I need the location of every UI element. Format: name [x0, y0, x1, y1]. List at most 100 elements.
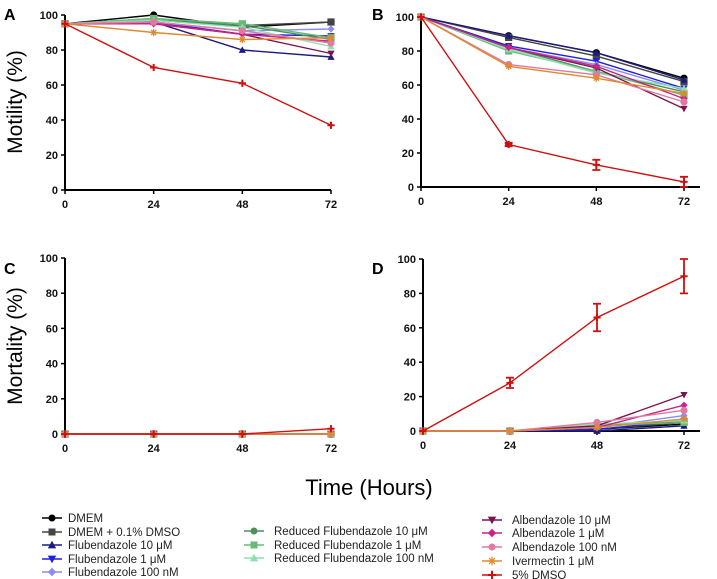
- data-point: [150, 28, 158, 37]
- legend-marker: [487, 570, 497, 579]
- data-point: [592, 161, 600, 169]
- y-tick-label: 80: [404, 288, 416, 300]
- x-tick-label: 72: [678, 196, 690, 208]
- legend-item: Albendazole 10 μM: [482, 515, 611, 527]
- series-5-dmso: [419, 258, 688, 435]
- data-point: [592, 49, 600, 56]
- series-line: [420, 16, 685, 95]
- y-tick-label: 60: [46, 80, 58, 92]
- data-point: [593, 423, 601, 432]
- legend-item: DMEM: [42, 513, 103, 525]
- series-line: [64, 17, 332, 39]
- x-tick-label: 48: [236, 443, 248, 455]
- panel-label: B: [372, 7, 384, 24]
- legend-marker: [48, 528, 56, 536]
- y-axis-title-mortality: Mortality (%): [4, 287, 27, 405]
- legend-item: Flubendazole 1 μM: [42, 554, 166, 566]
- x-tick-label: 48: [236, 199, 248, 211]
- legend-label: Flubendazole 10 μM: [68, 540, 172, 552]
- data-point: [419, 427, 427, 435]
- x-tick-label: 24: [148, 443, 161, 455]
- series-line: [64, 23, 332, 126]
- data-point: [505, 140, 513, 149]
- data-point: [417, 13, 425, 21]
- y-tick-label: 0: [410, 426, 416, 438]
- legend-item: Reduced Flubendazole 100 nM: [244, 553, 434, 565]
- y-tick-label: 20: [46, 394, 58, 406]
- data-point: [506, 427, 514, 435]
- y-tick-label: 20: [402, 148, 414, 160]
- data-point: [150, 63, 158, 72]
- legend-item: Reduced Flubendazole 1 μM: [244, 540, 421, 552]
- x-tick-label: 0: [62, 443, 68, 455]
- series-line: [420, 16, 685, 100]
- legend-item: Reduced Flubendazole 10 μM: [244, 526, 428, 538]
- legend-label: DMEM: [68, 513, 103, 525]
- data-point: [327, 430, 335, 438]
- x-axis-title: Time (Hours): [305, 475, 433, 500]
- x-tick-label: 72: [325, 199, 337, 211]
- data-point: [506, 379, 514, 387]
- legend-marker: [250, 527, 258, 535]
- legend-marker: [487, 556, 497, 566]
- data-point: [680, 105, 688, 113]
- legend-label: Albendazole 1 μM: [512, 528, 604, 540]
- data-point: [593, 418, 601, 426]
- panel-label: A: [4, 7, 16, 24]
- x-tick-label: 48: [590, 196, 602, 208]
- legend-item: Flubendazole 10 μM: [42, 540, 172, 552]
- panel-b: B 0 20 40 60 80 100 0 24 48 72: [372, 7, 700, 208]
- legend-item: 5% DMSO: [482, 570, 566, 579]
- y-tick-label: 100: [396, 12, 414, 24]
- legend-label: Reduced Flubendazole 100 nM: [274, 553, 434, 565]
- y-tick-label: 0: [408, 182, 414, 194]
- y-tick-label: 80: [402, 46, 414, 58]
- panel-a: A 0 20 40 60 80 100 0 24 48 72: [4, 7, 337, 211]
- legend-label: Albendazole 100 nM: [512, 542, 617, 554]
- legend-label: Reduced Flubendazole 10 μM: [274, 526, 428, 538]
- data-point: [680, 401, 688, 409]
- data-point: [592, 62, 600, 70]
- series-line: [64, 23, 332, 41]
- legend-label: 5% DMSO: [512, 570, 566, 579]
- legend-label: Ivermectin 1 μM: [512, 556, 594, 568]
- y-tick-label: 40: [46, 115, 58, 127]
- series-line: [420, 16, 685, 103]
- legend-item: Flubendazole 100 nM: [42, 567, 179, 579]
- y-tick-label: 0: [52, 185, 58, 197]
- x-tick-label: 72: [325, 443, 337, 455]
- legend-marker: [47, 567, 57, 577]
- data-point: [238, 27, 246, 35]
- legend-marker: [250, 541, 258, 549]
- legend-item: Albendazole 1 μM: [482, 528, 604, 540]
- y-tick-label: 20: [404, 392, 416, 404]
- y-tick-label: 60: [404, 323, 416, 335]
- series-line: [420, 16, 685, 83]
- data-point: [505, 32, 513, 39]
- data-point: [592, 52, 600, 60]
- y-tick-label: 40: [402, 114, 414, 126]
- data-point: [61, 20, 69, 28]
- data-point: [238, 46, 246, 53]
- data-point: [680, 98, 688, 106]
- legend-marker: [487, 528, 497, 538]
- data-point: [680, 84, 688, 92]
- x-tick-label: 72: [678, 440, 690, 452]
- data-point: [327, 121, 335, 129]
- x-tick-label: 0: [62, 199, 68, 211]
- x-tick-label: 0: [418, 196, 424, 208]
- data-point: [327, 39, 335, 47]
- data-point: [505, 44, 513, 52]
- legend-label: Flubendazole 1 μM: [68, 554, 166, 566]
- data-point: [680, 89, 688, 98]
- legend-item: DMEM + 0.1% DMSO: [42, 527, 180, 539]
- series-line: [65, 23, 332, 42]
- series-line: [65, 428, 332, 435]
- data-point: [680, 392, 688, 399]
- y-tick-label: 60: [46, 323, 58, 335]
- data-point: [505, 62, 513, 70]
- x-tick-label: 24: [504, 440, 517, 452]
- y-axis-title-motility: Motility (%): [4, 50, 27, 154]
- legend-marker: [47, 555, 57, 564]
- data-point: [238, 79, 246, 87]
